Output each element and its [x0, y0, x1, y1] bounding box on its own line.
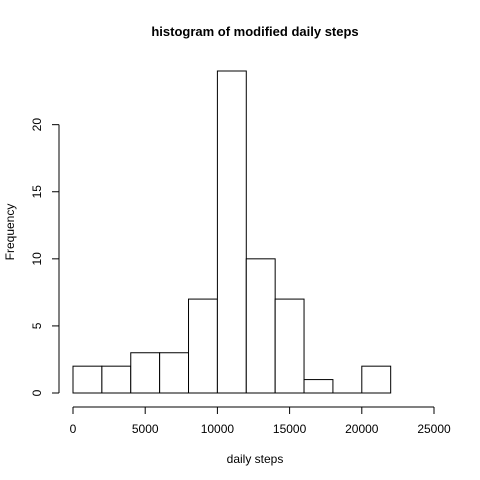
x-tick-label-4: 20000: [345, 422, 379, 436]
x-tick-label-2: 10000: [201, 422, 235, 436]
histogram-bar-1: [102, 366, 131, 393]
x-axis-label: daily steps: [227, 452, 284, 466]
bars-group: [73, 71, 391, 393]
x-tick-label-5: 25000: [417, 422, 451, 436]
histogram-bar-5: [217, 71, 246, 393]
histogram-bar-6: [246, 259, 275, 393]
histogram-bar-4: [189, 299, 218, 393]
histogram-bar-7: [275, 299, 304, 393]
x-tick-label-3: 15000: [273, 422, 307, 436]
chart-title: histogram of modified daily steps: [151, 24, 358, 39]
histogram-bar-0: [73, 366, 102, 393]
y-axis-label: Frequency: [3, 204, 17, 261]
y-tick-label-0: 0: [30, 389, 44, 396]
y-tick-label-1: 5: [30, 322, 44, 329]
histogram-bar-8: [304, 380, 333, 393]
y-tick-label-2: 10: [30, 252, 44, 266]
y-axis: 0 5 10 15 20: [30, 118, 59, 397]
histogram-bar-10: [362, 366, 391, 393]
histogram-bar-2: [131, 353, 160, 393]
x-tick-label-1: 5000: [132, 422, 159, 436]
y-tick-label-3: 15: [30, 185, 44, 199]
y-tick-label-4: 20: [30, 118, 44, 132]
x-axis: 0 5000 10000 15000 20000 25000: [70, 407, 451, 436]
x-tick-label-0: 0: [70, 422, 77, 436]
histogram-bar-3: [160, 353, 189, 393]
